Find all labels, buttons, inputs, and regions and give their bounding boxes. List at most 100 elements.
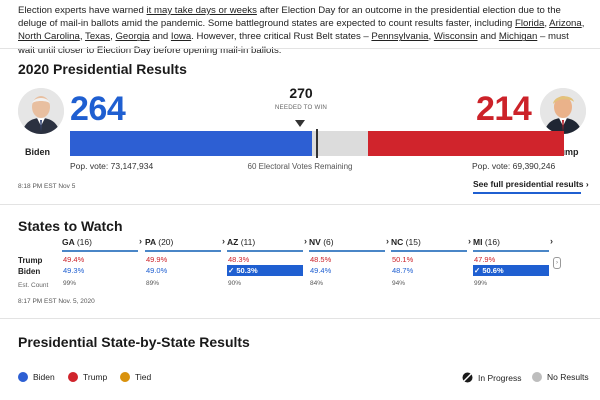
state-header[interactable]: NV (6) ›	[309, 236, 389, 250]
no-results-dot-icon	[532, 372, 542, 382]
chevron-right-icon[interactable]: ›	[386, 236, 389, 246]
trump-avatar[interactable]	[540, 88, 586, 134]
divider	[0, 318, 600, 319]
results-title: 2020 Presidential Results	[18, 61, 187, 77]
state-card-pa[interactable]: PA (20) › 49.9% 49.0% 89%	[145, 236, 225, 289]
est-count: 89%	[146, 280, 160, 287]
state-abbr: NV	[309, 237, 321, 247]
full-results-link[interactable]: See full presidential results ›	[473, 179, 589, 189]
state-abbr: PA	[145, 237, 156, 247]
state-header[interactable]: NC (15) ›	[391, 236, 471, 250]
biden-percent: 49.0%	[146, 266, 168, 275]
link-north-carolina[interactable]: North Carolina	[18, 31, 80, 43]
row-label-trump: Trump	[18, 256, 43, 265]
state-header[interactable]: AZ (11) ›	[227, 236, 307, 250]
full-results-underline	[473, 192, 581, 194]
biden-name: Biden	[25, 147, 51, 157]
divider	[0, 48, 600, 49]
link-pennsylvania[interactable]: Pennsylvania	[371, 31, 429, 43]
state-rule	[62, 250, 138, 252]
trump-percent: 48.3%	[228, 255, 250, 264]
state-header[interactable]: PA (20) ›	[145, 236, 225, 250]
trump-percent: 48.5%	[310, 255, 332, 264]
electoral-vote-bar	[70, 129, 564, 158]
state-ev: (16)	[484, 237, 500, 247]
link-texas[interactable]: Texas	[85, 31, 111, 43]
chevron-right-icon[interactable]: ›	[139, 236, 142, 246]
state-abbr: AZ	[227, 237, 239, 247]
state-abbr: MI	[473, 237, 483, 247]
intro-text: Election experts have warned	[18, 5, 147, 16]
row-label-est-count: Est. Count	[18, 282, 49, 289]
link-wisconsin[interactable]: Wisconsin	[433, 31, 478, 43]
est-count: 84%	[310, 280, 324, 287]
trump-name: Trump	[551, 147, 579, 157]
needed-marker-icon	[295, 120, 305, 127]
biden-percent: 49.3%	[63, 266, 85, 275]
intro-paragraph: Election experts have warned it may take…	[18, 5, 585, 56]
state-card-az[interactable]: AZ (11) › 48.3% ✓ 50.3% 90%	[227, 236, 307, 289]
state-card-nc[interactable]: NC (15) › 50.1% 48.7% 94%	[391, 236, 471, 289]
link-florida[interactable]: Florida	[515, 18, 545, 30]
intro-link-days-or-weeks[interactable]: it may take days or weeks	[146, 5, 257, 16]
est-count: 90%	[228, 280, 242, 287]
state-ev: (20)	[158, 237, 174, 247]
state-rule	[309, 250, 385, 252]
state-rule	[145, 250, 221, 252]
biden-avatar[interactable]	[18, 88, 64, 134]
chevron-right-icon[interactable]: ›	[550, 236, 553, 246]
chevron-right-icon[interactable]: ›	[222, 236, 225, 246]
needed-to-win-label: NEEDED TO WIN	[274, 104, 328, 111]
trump-electoral-votes: 214	[476, 90, 532, 128]
intro-text: – must wait until closer to Election Day…	[18, 31, 569, 56]
biden-portrait-icon	[18, 88, 64, 134]
state-ev: (11)	[240, 237, 256, 247]
biden-percent: 48.7%	[392, 266, 414, 275]
link-arizona[interactable]: Arizona	[549, 18, 582, 30]
biden-ev-segment	[70, 131, 313, 156]
trump-portrait-icon	[540, 88, 586, 134]
trump-percent: 50.1%	[392, 255, 414, 264]
chevron-right-icon[interactable]: ›	[468, 236, 471, 246]
biden-electoral-votes: 264	[70, 90, 126, 128]
state-ev: (6)	[323, 237, 334, 247]
state-rule	[227, 250, 303, 252]
trump-percent: 47.9%	[474, 255, 496, 264]
trump-percent: 49.9%	[146, 255, 168, 264]
state-card-nv[interactable]: NV (6) › 48.5% 49.4% 84%	[309, 236, 389, 289]
divider	[0, 204, 600, 205]
est-count: 94%	[392, 280, 406, 287]
biden-dot-icon	[18, 372, 28, 382]
legend-biden: Biden	[18, 372, 55, 382]
state-ev: (16)	[76, 237, 92, 247]
states-timestamp: 8:17 PM EST Nov. 5, 2020	[18, 298, 95, 305]
trump-percent: 49.4%	[63, 255, 85, 264]
row-label-biden: Biden	[18, 267, 41, 276]
legend-tied: Tied	[120, 372, 151, 382]
state-card-mi[interactable]: MI (16) › 47.9% ✓ 50.6% 99%	[473, 236, 553, 289]
in-progress-icon	[462, 372, 473, 383]
tied-dot-icon	[120, 372, 130, 382]
state-header[interactable]: MI (16) ›	[473, 236, 553, 250]
state-by-state-title: Presidential State-by-State Results	[18, 334, 250, 350]
intro-text: . However, three critical Rust Belt stat…	[191, 31, 372, 43]
est-count: 99%	[63, 280, 77, 287]
state-abbr: GA	[62, 237, 75, 247]
legend-no-results: No Results	[532, 372, 589, 382]
state-card-ga[interactable]: GA (16) › 49.4% 49.3% 99%	[62, 236, 142, 289]
state-abbr: NC	[391, 237, 404, 247]
biden-percent: ✓ 50.6%	[473, 265, 549, 276]
link-iowa[interactable]: Iowa	[170, 31, 192, 43]
link-michigan[interactable]: Michigan	[498, 31, 538, 43]
scroll-right-icon[interactable]: ›	[553, 257, 561, 269]
est-count: 99%	[474, 280, 488, 287]
state-rule	[391, 250, 467, 252]
link-georgia[interactable]: Georgia	[115, 31, 150, 43]
biden-percent: ✓ 50.3%	[227, 265, 303, 276]
trump-dot-icon	[68, 372, 78, 382]
intro-text: after Election Day for an outcome in the…	[18, 5, 561, 30]
results-timestamp: 8:18 PM EST Nov 5	[18, 183, 76, 190]
legend-trump: Trump	[68, 372, 107, 382]
state-header[interactable]: GA (16) ›	[62, 236, 142, 250]
chevron-right-icon[interactable]: ›	[304, 236, 307, 246]
